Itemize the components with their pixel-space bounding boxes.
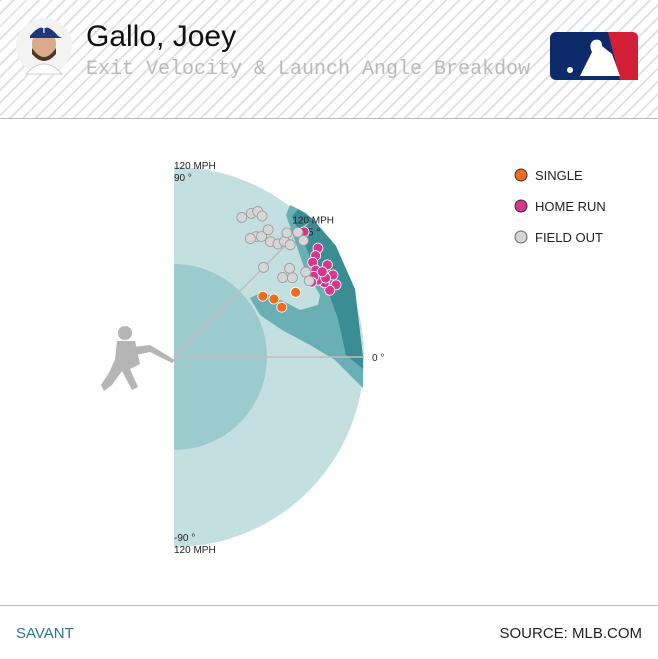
angle-label: 45 °: [302, 228, 320, 239]
radius-label: 120 MPH: [292, 216, 334, 227]
data-point: [256, 231, 267, 242]
data-point: [284, 262, 295, 274]
angle-label: -90 °: [174, 533, 195, 544]
legend-marker: [514, 230, 528, 244]
subtitle: Exit Velocity & Launch Angle Breakdow: [86, 58, 531, 81]
data-point: [290, 286, 302, 298]
data-point: [281, 227, 293, 239]
batter: [101, 326, 175, 391]
data-point: [324, 284, 336, 296]
data-point: [292, 226, 304, 238]
data-point: [268, 293, 280, 305]
angle-label: 0 °: [372, 353, 384, 364]
data-point: [276, 301, 288, 313]
player-photo: T: [16, 18, 72, 75]
data-point: [284, 239, 296, 251]
header: T Gallo, Joey Exit Velocity & Launch Ang…: [0, 0, 658, 119]
player-name: Gallo, Joey: [86, 20, 237, 53]
data-point: [257, 290, 269, 302]
data-point: [256, 210, 268, 222]
data-point: [303, 275, 315, 287]
chart-background: [173, 166, 364, 548]
data-point: [258, 262, 269, 273]
data-point: [262, 224, 274, 236]
angle-label: 90 °: [174, 173, 192, 184]
data-point: [287, 272, 298, 284]
radius-label: 120 MPH: [174, 161, 216, 172]
legend-marker: [514, 168, 528, 182]
data-point: [316, 266, 328, 278]
svg-text:T: T: [42, 26, 47, 35]
legend-marker: [514, 199, 528, 213]
mlb-logo: [550, 32, 638, 80]
data-point: [244, 233, 256, 244]
radius-label: 120 MPH: [174, 545, 216, 556]
legend-label: HOME RUN: [535, 199, 606, 214]
legend-label: FIELD OUT: [535, 230, 603, 245]
legend-label: SINGLE: [535, 168, 583, 183]
data-point: [236, 212, 248, 223]
brand: SAVANT: [16, 625, 74, 642]
data-point: [298, 235, 309, 246]
source: SOURCE: MLB.COM: [499, 625, 642, 642]
data-point: [277, 272, 289, 283]
footer: SAVANT SOURCE: MLB.COM: [0, 605, 658, 659]
